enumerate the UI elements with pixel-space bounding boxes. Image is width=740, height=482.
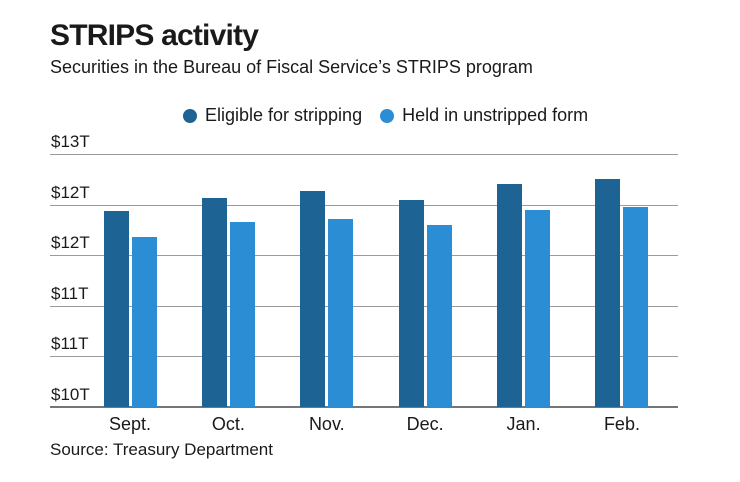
legend-dot-icon xyxy=(183,108,197,123)
bar-eligible-oct xyxy=(201,197,227,407)
x-tick-label: Jan. xyxy=(506,414,541,434)
y-tick-label: $12T xyxy=(51,233,90,253)
gridline xyxy=(50,204,678,206)
x-axis-line xyxy=(50,406,678,408)
bar-group-oct: Oct. xyxy=(201,154,255,434)
y-tick-label: $12T xyxy=(51,182,90,202)
bar-eligible-sept xyxy=(103,210,129,407)
bar-unstripped-dec xyxy=(426,224,452,407)
x-tick-label: Dec. xyxy=(406,414,444,434)
bar-unstripped-nov xyxy=(328,218,354,407)
bar-groups: Sept. Oct. Nov. Dec. Jan. Feb. xyxy=(103,154,649,434)
y-tick-label: $13T xyxy=(51,132,90,151)
chart-title: STRIPS activity xyxy=(50,19,259,52)
bar-group-jan: Jan. xyxy=(497,154,551,434)
bar-group-nov: Nov. xyxy=(300,154,354,434)
bar-group-dec: Dec. xyxy=(398,154,452,434)
x-tick-label: Nov. xyxy=(308,414,345,434)
gridline xyxy=(50,356,678,358)
legend-item: Held in unstripped form xyxy=(380,105,588,126)
bar-group-feb: Feb. xyxy=(595,154,649,434)
bar-eligible-nov xyxy=(300,191,326,407)
gridline xyxy=(50,154,678,155)
bar-unstripped-feb xyxy=(623,206,649,407)
x-tick-label: Feb. xyxy=(603,414,640,434)
bar-eligible-jan xyxy=(497,184,523,407)
bar-eligible-feb xyxy=(595,179,621,407)
legend-dot-icon xyxy=(380,108,395,123)
chart-subtitle: Securities in the Bureau of Fiscal Servi… xyxy=(50,57,533,77)
bar-unstripped-jan xyxy=(525,209,551,407)
legend-item: Eligible for stripping xyxy=(183,105,362,126)
bar-eligible-dec xyxy=(398,199,424,407)
plot-area: $13T $12T $12T $11T $11T $10T Sept. Oct. Nov. Dec… xyxy=(50,133,678,434)
legend: Eligible for stripping Held in unstripped… xyxy=(183,105,588,126)
legend-label: Eligible for stripping xyxy=(205,105,363,125)
legend-label: Held in unstripped form xyxy=(402,105,589,125)
bar-unstripped-sept xyxy=(131,236,157,407)
gridline xyxy=(50,255,678,257)
gridline xyxy=(50,305,678,307)
bar-unstripped-oct xyxy=(229,221,255,407)
y-tick-label: $11T xyxy=(51,334,89,354)
source-note: Source: Treasury Department xyxy=(50,440,273,459)
y-tick-label: $11T xyxy=(51,283,89,303)
x-tick-label: Sept. xyxy=(108,414,152,434)
x-tick-label: Oct. xyxy=(211,414,245,434)
y-tick-label: $10T xyxy=(51,385,90,404)
bar-group-sept: Sept. xyxy=(103,154,157,434)
